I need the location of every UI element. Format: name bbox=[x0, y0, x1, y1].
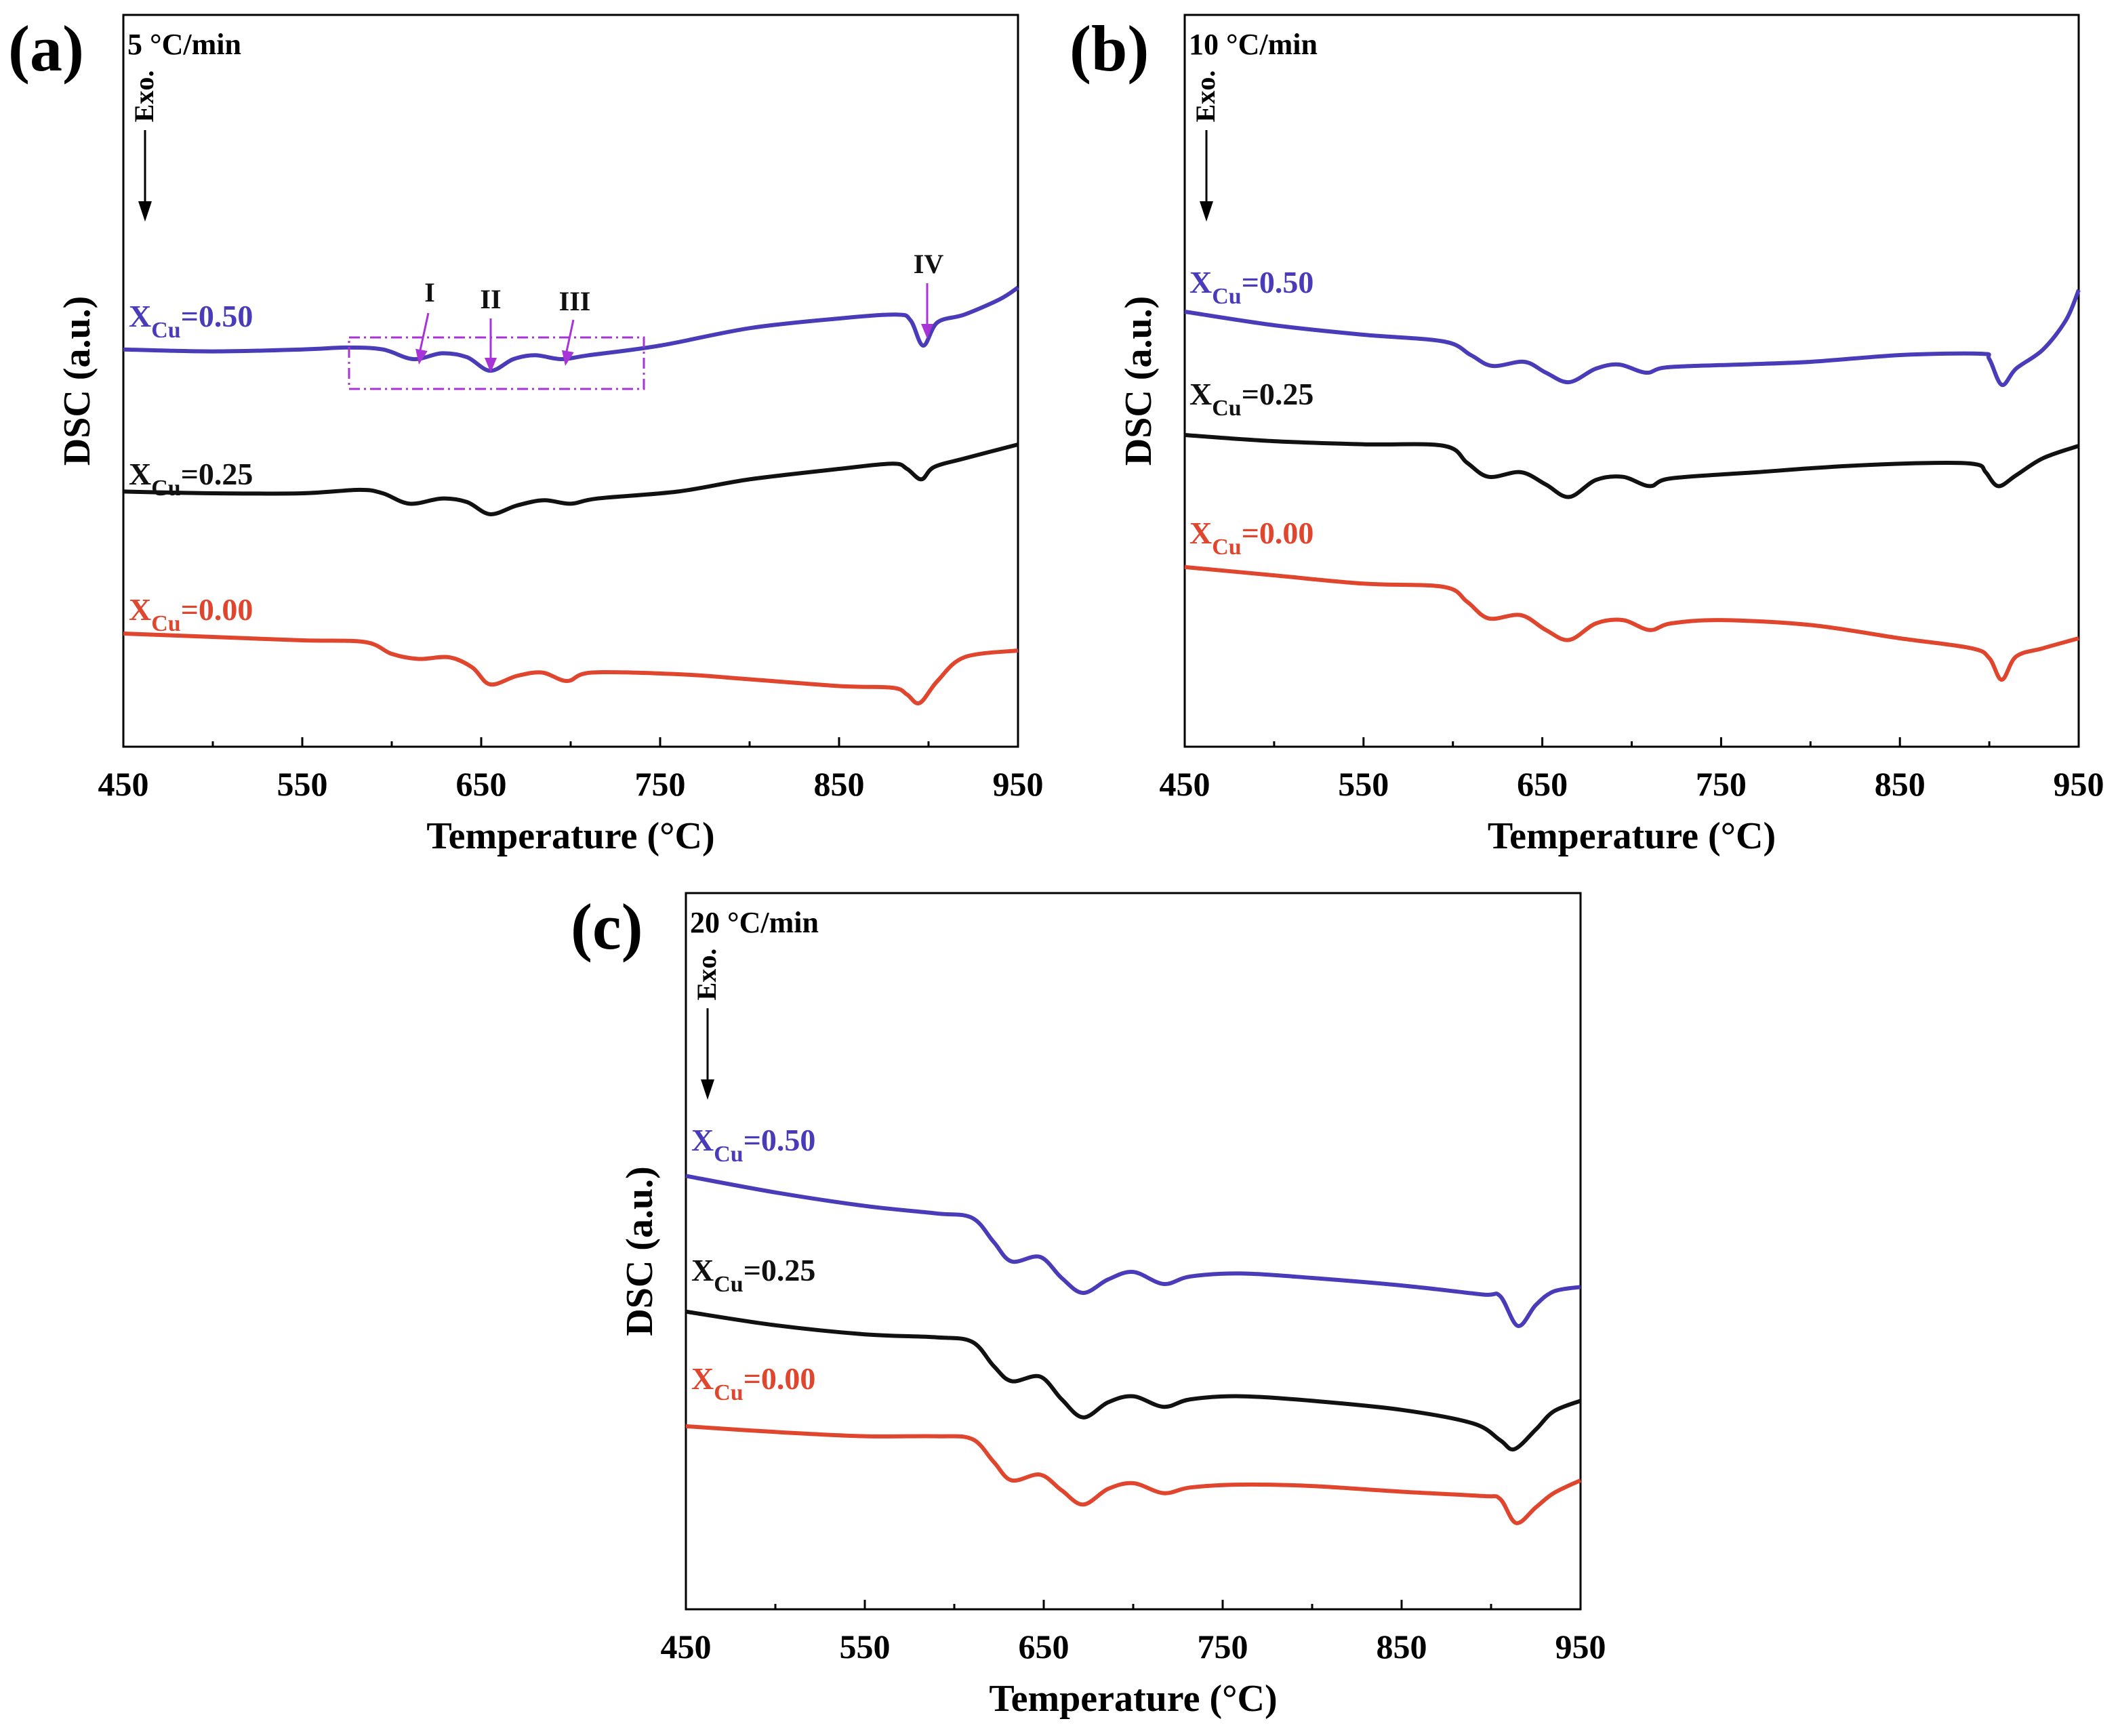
exo-label: Exo. bbox=[1190, 70, 1221, 123]
peak-arrow bbox=[418, 312, 430, 357]
series-label: XCu=0.00 bbox=[129, 592, 253, 636]
x-tick-label: 650 bbox=[456, 765, 507, 803]
panel-label: (c) bbox=[571, 890, 643, 963]
x-axis-label: Temperature (°C) bbox=[989, 1678, 1277, 1720]
series-label: XCu=0.50 bbox=[1189, 265, 1313, 309]
heating-rate-label: 20 °C/min bbox=[690, 906, 819, 939]
panel-c: 450 550 650 750 850 950 Temperature (°C) DSC (a… bbox=[571, 890, 1606, 1720]
peak-annotation: I bbox=[424, 277, 435, 308]
series-label: XCu=0.50 bbox=[691, 1123, 815, 1167]
x-tick-label: 750 bbox=[1198, 1628, 1248, 1666]
peak-arrow-head bbox=[921, 324, 933, 339]
series-line-025 bbox=[685, 1309, 1582, 1452]
series-line-000 bbox=[123, 632, 1019, 706]
series-line-050 bbox=[1184, 289, 2081, 388]
x-tick-label: 850 bbox=[1875, 765, 1926, 803]
heating-rate-label: 5 °C/min bbox=[127, 28, 241, 61]
series-line-050 bbox=[685, 1174, 1581, 1328]
x-tick-label: 450 bbox=[1160, 765, 1210, 803]
peak-annotation: II bbox=[480, 284, 501, 314]
x-tick-label: 450 bbox=[661, 1628, 712, 1666]
y-axis-label: DSC (a.u.) bbox=[619, 1166, 661, 1336]
x-axis-label: Temperature (°C) bbox=[1488, 815, 1776, 857]
series-line-000 bbox=[1184, 564, 2079, 682]
plot-frame bbox=[1183, 14, 2080, 748]
series-line-000 bbox=[685, 1424, 1582, 1525]
x-tick-label: 850 bbox=[1377, 1628, 1427, 1666]
series-label: XCu=0.50 bbox=[129, 299, 253, 343]
x-tick-label: 650 bbox=[1517, 765, 1568, 803]
series-label: XCu=0.25 bbox=[691, 1253, 815, 1297]
heating-rate-label: 10 °C/min bbox=[1189, 28, 1318, 61]
exo-arrow-head bbox=[701, 1079, 714, 1100]
x-tick-label: 450 bbox=[98, 765, 149, 803]
x-tick-label: 950 bbox=[2054, 765, 2104, 803]
peak-arrow-head bbox=[485, 358, 497, 373]
x-tick-label: 550 bbox=[840, 1628, 891, 1666]
x-tick-label: 750 bbox=[1696, 765, 1747, 803]
x-axis-label: Temperature (°C) bbox=[426, 815, 714, 857]
panel-a: 450 550 650 750 850 950 Temperature (°C) DSC (a… bbox=[8, 12, 1044, 857]
exo-arrow-head bbox=[138, 201, 152, 222]
x-tick-label: 950 bbox=[993, 765, 1044, 803]
exo-arrow-head bbox=[1200, 201, 1213, 222]
peak-annotation: IV bbox=[914, 249, 944, 279]
plot-frame bbox=[685, 892, 1582, 1611]
x-tick-label: 550 bbox=[277, 765, 328, 803]
highlight-box bbox=[348, 336, 645, 390]
x-tick-label: 650 bbox=[1019, 1628, 1070, 1666]
x-tick-label: 550 bbox=[1338, 765, 1389, 803]
series-label: XCu=0.00 bbox=[691, 1361, 815, 1405]
exo-label: Exo. bbox=[691, 949, 722, 1001]
panel-label: (a) bbox=[8, 12, 84, 85]
peak-annotation: III bbox=[559, 286, 591, 316]
peak-arrow-head bbox=[415, 348, 428, 365]
series-line-025 bbox=[1184, 433, 2079, 499]
series-label: XCu=0.00 bbox=[1189, 516, 1313, 560]
x-tick-label: 750 bbox=[635, 765, 686, 803]
y-axis-label: DSC (a.u.) bbox=[56, 296, 98, 466]
x-tick-label: 950 bbox=[1555, 1628, 1606, 1666]
exo-label: Exo. bbox=[129, 70, 159, 123]
panel-label: (b) bbox=[1070, 12, 1149, 85]
y-axis-label: DSC (a.u.) bbox=[1118, 296, 1160, 466]
peak-arrow-head bbox=[561, 350, 574, 366]
panel-b: 450 550 650 750 850 950 Temperature (°C) DSC (a… bbox=[1070, 12, 2104, 857]
x-tick-label: 850 bbox=[814, 765, 865, 803]
series-line-025 bbox=[123, 442, 1019, 516]
series-label: XCu=0.25 bbox=[1189, 377, 1313, 421]
series-label: XCu=0.25 bbox=[129, 457, 253, 501]
